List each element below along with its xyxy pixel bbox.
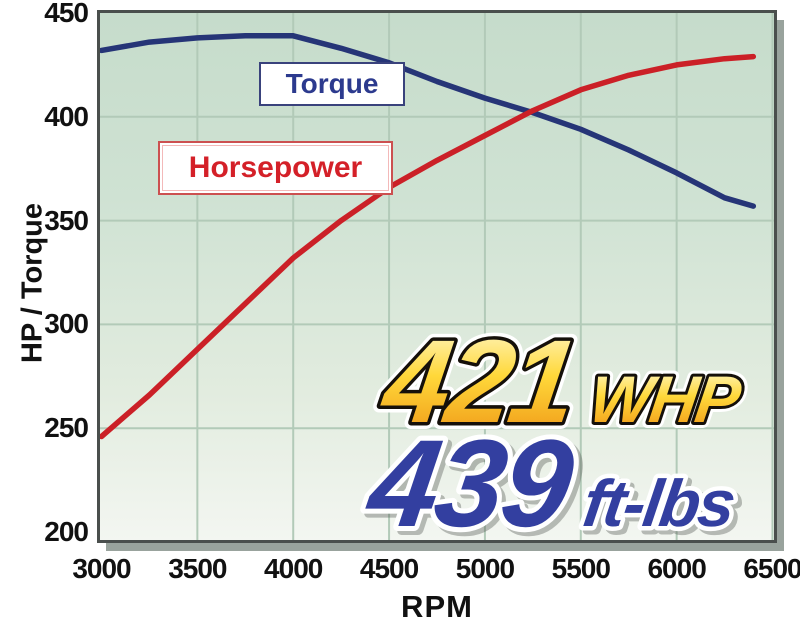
plot-area	[97, 10, 777, 543]
x-tick-label: 6500	[743, 553, 800, 584]
x-tick-label: 5500	[551, 553, 611, 584]
horsepower-curve	[100, 53, 757, 440]
curves-svg	[100, 13, 774, 540]
y-tick-label: 400	[44, 100, 89, 132]
y-tick-label: 200	[44, 516, 89, 547]
horsepower-legend-label: Horsepower	[188, 151, 363, 184]
torque-legend-box: Torque	[259, 62, 405, 106]
x-tick-label: 4000	[264, 553, 323, 584]
x-tick-label: 5000	[455, 553, 515, 584]
x-axis-title: RPM	[401, 589, 473, 624]
horsepower-legend-box: Horsepower	[158, 141, 393, 195]
x-tick-label: 6000	[647, 553, 706, 584]
gridlines	[100, 13, 774, 540]
y-tick-label: 350	[44, 204, 89, 236]
series-curves	[100, 33, 757, 440]
y-tick-label: 300	[44, 308, 89, 340]
torque-legend-label: Torque	[285, 68, 379, 99]
x-tick-label: 4500	[359, 553, 419, 584]
x-tick-label: 3000	[72, 553, 131, 584]
y-tick-label: 450	[44, 0, 89, 28]
torque-curve	[100, 33, 757, 209]
x-tick-label: 3500	[168, 553, 227, 584]
y-tick-label: 250	[44, 412, 89, 444]
